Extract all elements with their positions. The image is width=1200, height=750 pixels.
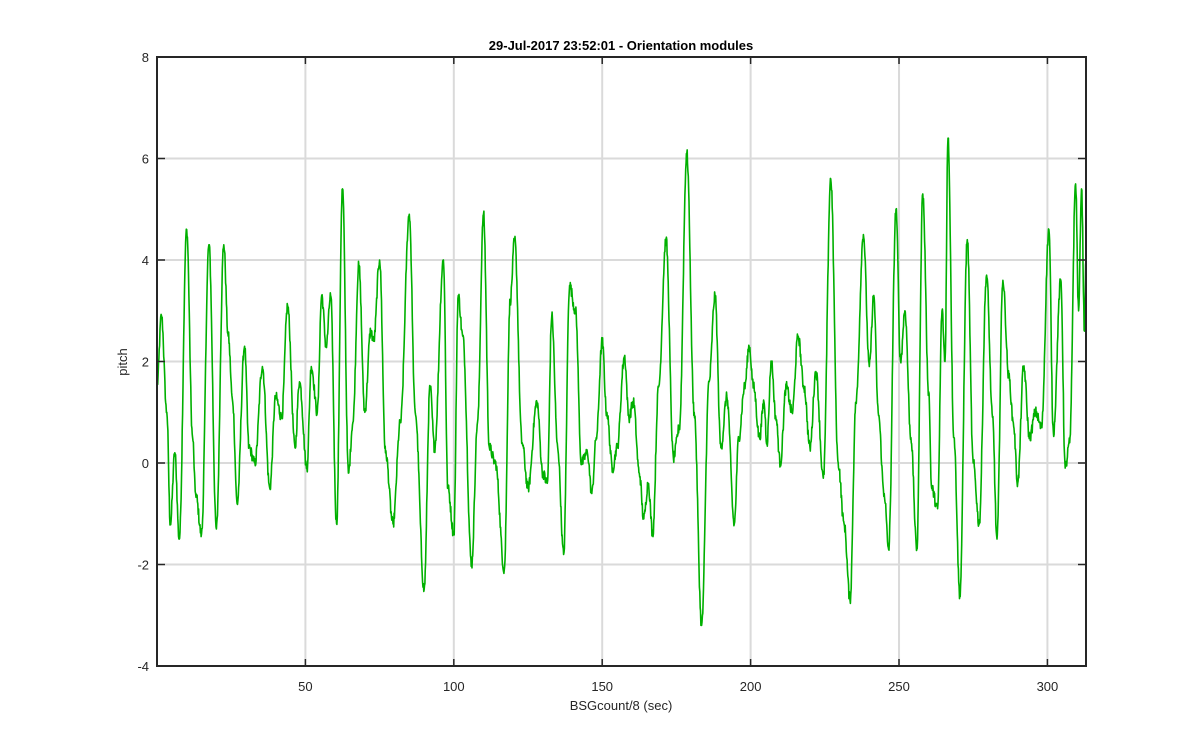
x-axis-label: BSGcount/8 (sec)	[570, 698, 673, 713]
x-tick-labels: 50 100 150 200 250 300	[298, 679, 1058, 694]
chart-title: 29-Jul-2017 23:52:01 - Orientation modul…	[489, 38, 753, 53]
x-tick-label: 250	[888, 679, 910, 694]
y-tick-label: 2	[142, 355, 149, 370]
y-tick-label: 8	[142, 50, 149, 65]
tick-marks	[157, 56, 1086, 667]
x-tick-label: 150	[591, 679, 613, 694]
y-tick-labels: -4 -2 0 2 4 6 8	[137, 50, 149, 674]
y-tick-label: -2	[137, 558, 149, 573]
y-tick-label: -4	[137, 659, 149, 674]
x-tick-label: 300	[1037, 679, 1059, 694]
y-tick-label: 6	[142, 152, 149, 167]
y-axis-label: pitch	[115, 348, 130, 375]
series-line	[156, 137, 1087, 627]
x-tick-label: 50	[298, 679, 312, 694]
x-tick-label: 100	[443, 679, 465, 694]
series-layer	[156, 137, 1087, 627]
y-tick-label: 0	[142, 456, 149, 471]
y-tick-label: 4	[142, 253, 149, 268]
x-tick-label: 200	[740, 679, 762, 694]
